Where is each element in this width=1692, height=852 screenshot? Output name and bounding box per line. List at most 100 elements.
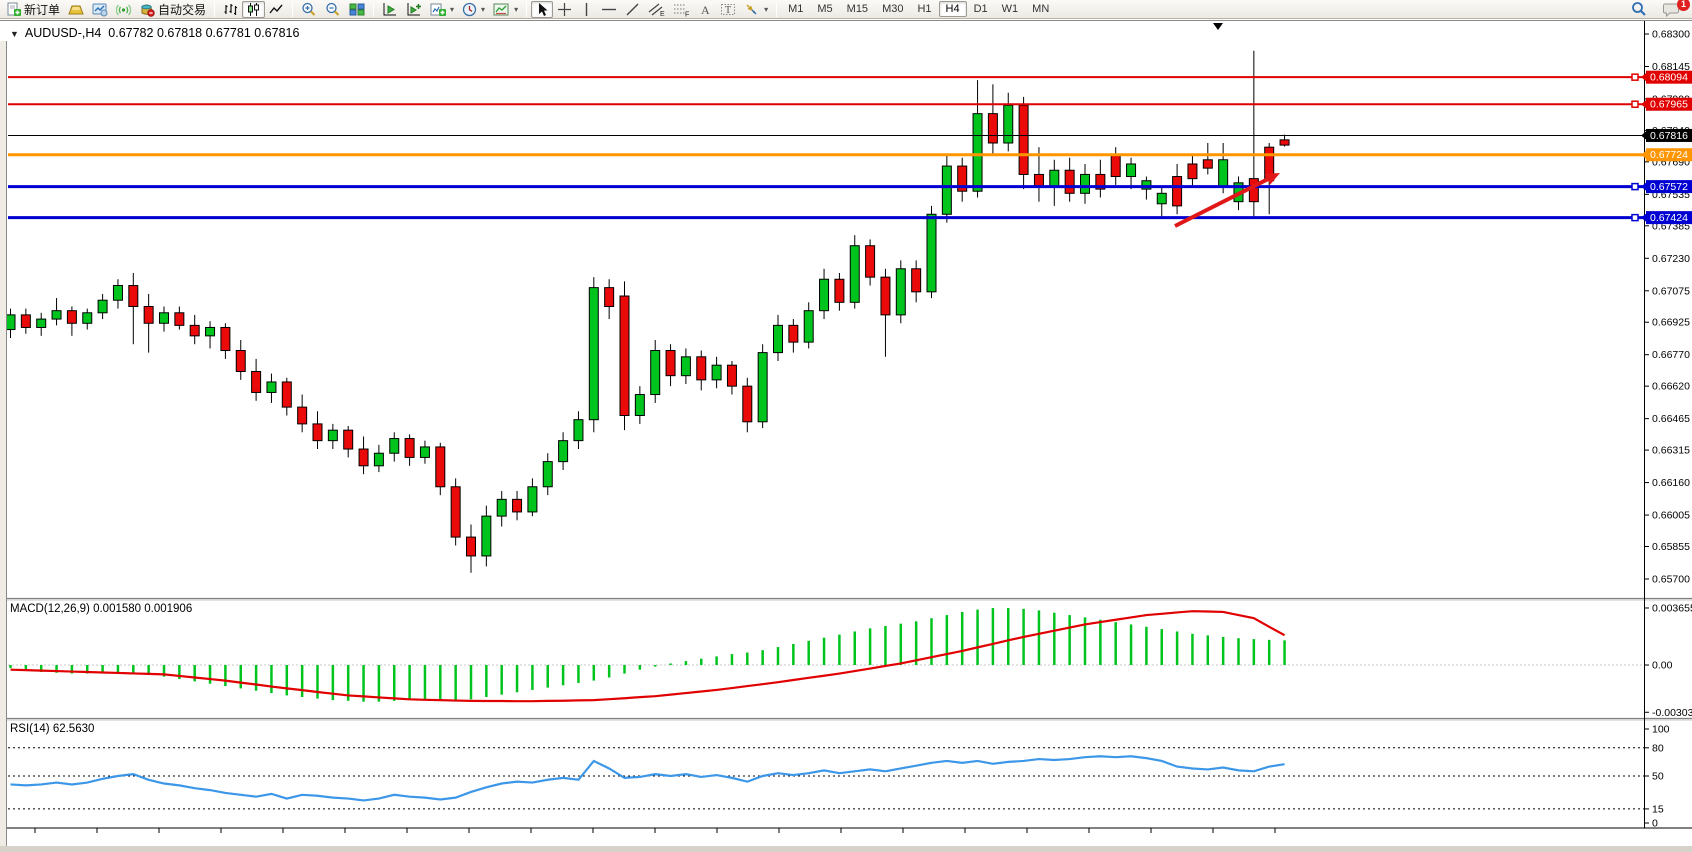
svg-text:50: 50 (1652, 771, 1664, 783)
svg-text:F: F (685, 11, 689, 17)
timeframe-mn-button[interactable]: MN (1032, 3, 1050, 15)
svg-text:0.00: 0.00 (1652, 660, 1673, 672)
bar-chart-type-button[interactable] (219, 1, 242, 18)
timeframe-m1-button[interactable]: M1 (788, 3, 804, 15)
timeframe-m5-button[interactable]: M5 (817, 3, 833, 15)
svg-text:0.66465: 0.66465 (1652, 413, 1690, 425)
svg-text:0.66005: 0.66005 (1652, 510, 1690, 522)
rsi-panel[interactable] (8, 747, 1644, 810)
new-order-icon (7, 2, 21, 16)
zoom-in-icon (302, 2, 316, 16)
timeframe-d1-button[interactable]: D1 (973, 3, 988, 15)
toolbar-separator (292, 1, 294, 17)
bar-chart-icon (224, 3, 238, 15)
window-bottom-edge (0, 846, 1692, 852)
trendline-icon (626, 3, 639, 15)
add-indicator-button[interactable] (402, 1, 426, 18)
add-indicator-icon (407, 2, 422, 15)
template-icon (493, 3, 509, 15)
svg-text:0.67816: 0.67816 (1650, 130, 1688, 142)
time-axis[interactable] (34, 828, 1276, 833)
templates-button[interactable]: ▾ (489, 1, 522, 18)
timeframe-h4-button[interactable]: H4 (938, 1, 967, 17)
timeframe-m15-button[interactable]: M15 (846, 3, 869, 15)
tile-windows-icon (349, 3, 365, 15)
clock-icon (462, 2, 477, 16)
indicators-icon (383, 2, 397, 15)
zoom-out-button[interactable] (321, 1, 345, 18)
svg-text:80: 80 (1652, 742, 1664, 754)
window-left-edge (0, 41, 7, 852)
channel-icon: E (648, 3, 665, 17)
chart-symbol-label: ▼ AUDUSD-,H4 0.67782 0.67818 0.67781 0.67… (10, 26, 299, 40)
text-label-icon: T (721, 3, 736, 16)
tile-windows-button[interactable] (345, 1, 369, 18)
arrows-tool-button[interactable]: ▾ (740, 1, 772, 18)
arrow-objects-icon (746, 4, 757, 14)
line-chart-icon (269, 4, 283, 13)
search-button[interactable] (1627, 1, 1651, 18)
chat-button[interactable]: 1 (1659, 0, 1690, 18)
vertical-line-tool-button[interactable] (576, 1, 597, 18)
macd-panel[interactable] (8, 608, 1644, 703)
dropdown-caret-icon: ▾ (450, 4, 455, 14)
horizontal-line-tool-button[interactable] (597, 1, 621, 18)
svg-text:0.68300: 0.68300 (1652, 29, 1690, 41)
notification-badge: 1 (1677, 0, 1690, 11)
svg-text:0.66770: 0.66770 (1652, 349, 1690, 361)
gold-bar-button[interactable] (64, 1, 88, 18)
zoom-out-icon (326, 2, 340, 16)
market-watch-button[interactable] (88, 1, 112, 18)
ohlc-readout: 0.67782 0.67818 0.67781 0.67816 (108, 26, 300, 40)
svg-text:100: 100 (1652, 724, 1670, 736)
svg-text:0.68094: 0.68094 (1650, 72, 1688, 84)
candlestick-chart-type-button[interactable] (242, 0, 266, 18)
svg-text:0.66315: 0.66315 (1652, 445, 1690, 457)
zoom-in-button[interactable] (297, 1, 321, 18)
timeframe-w1-button[interactable]: W1 (1001, 3, 1019, 15)
auto-trading-button[interactable]: 自动交易 (135, 1, 210, 18)
indicators-button[interactable] (378, 1, 402, 18)
svg-text:0: 0 (1652, 818, 1658, 830)
timeframe-switcher: M1 M5 M15 M30 H1 H4 D1 W1 MN (781, 0, 1056, 19)
chart-shift-marker (1213, 23, 1223, 30)
periods-button[interactable]: ▾ (458, 1, 489, 18)
text-icon: A (701, 3, 710, 17)
toolbar-separator (526, 1, 528, 17)
timeframe-h1-button[interactable]: H1 (917, 3, 932, 15)
chart-window[interactable]: 0.683000.681450.679900.678400.676900.675… (0, 20, 1692, 852)
new-order-label: 新订单 (24, 2, 61, 17)
macd-indicator-label: MACD(12,26,9) 0.001580 0.001906 (10, 603, 193, 615)
trendline-tool-button[interactable] (621, 1, 644, 18)
main-toolbar: 新订单 (0, 0, 1692, 19)
toolbar-separator (776, 1, 778, 17)
cursor-tool-button[interactable] (531, 0, 554, 18)
horizontal-line-icon (602, 8, 617, 10)
text-tool-button[interactable]: A (694, 1, 716, 18)
line-chart-type-button[interactable] (265, 1, 288, 18)
auto-trading-icon (141, 4, 155, 17)
crosshair-tool-button[interactable] (553, 1, 576, 18)
candlestick-chart-canvas[interactable]: 0.683000.681450.679900.678400.676900.675… (0, 21, 1692, 847)
equidistant-channel-tool-button[interactable]: E (644, 1, 669, 18)
text-label-tool-button[interactable]: T (716, 1, 740, 18)
rsi-axis: 100 80 50 15 0 (1644, 724, 1670, 830)
new-order-button[interactable]: 新订单 (2, 1, 64, 18)
dropdown-caret-icon: ▾ (481, 4, 486, 14)
svg-text:E: E (660, 11, 665, 17)
svg-text:0.67424: 0.67424 (1650, 212, 1688, 224)
price-axis[interactable]: 0.683000.681450.679900.678400.676900.675… (1644, 29, 1690, 586)
new-chart-button[interactable]: ▾ (426, 1, 458, 18)
svg-text:0.003655: 0.003655 (1652, 602, 1692, 614)
svg-text:0.67965: 0.67965 (1650, 99, 1688, 111)
horizontal-level-lines[interactable] (8, 73, 1644, 222)
timeframe-m30-button[interactable]: M30 (882, 3, 904, 15)
svg-text:15: 15 (1652, 803, 1664, 815)
search-icon (1632, 2, 1646, 16)
signals-button[interactable] (112, 1, 135, 18)
gold-bar-icon (68, 5, 84, 14)
macd-axis: 0.003655 0.00 -0.00303 (1644, 602, 1692, 719)
fibonacci-tool-button[interactable]: F (669, 1, 694, 18)
fibonacci-icon: F (674, 4, 689, 17)
